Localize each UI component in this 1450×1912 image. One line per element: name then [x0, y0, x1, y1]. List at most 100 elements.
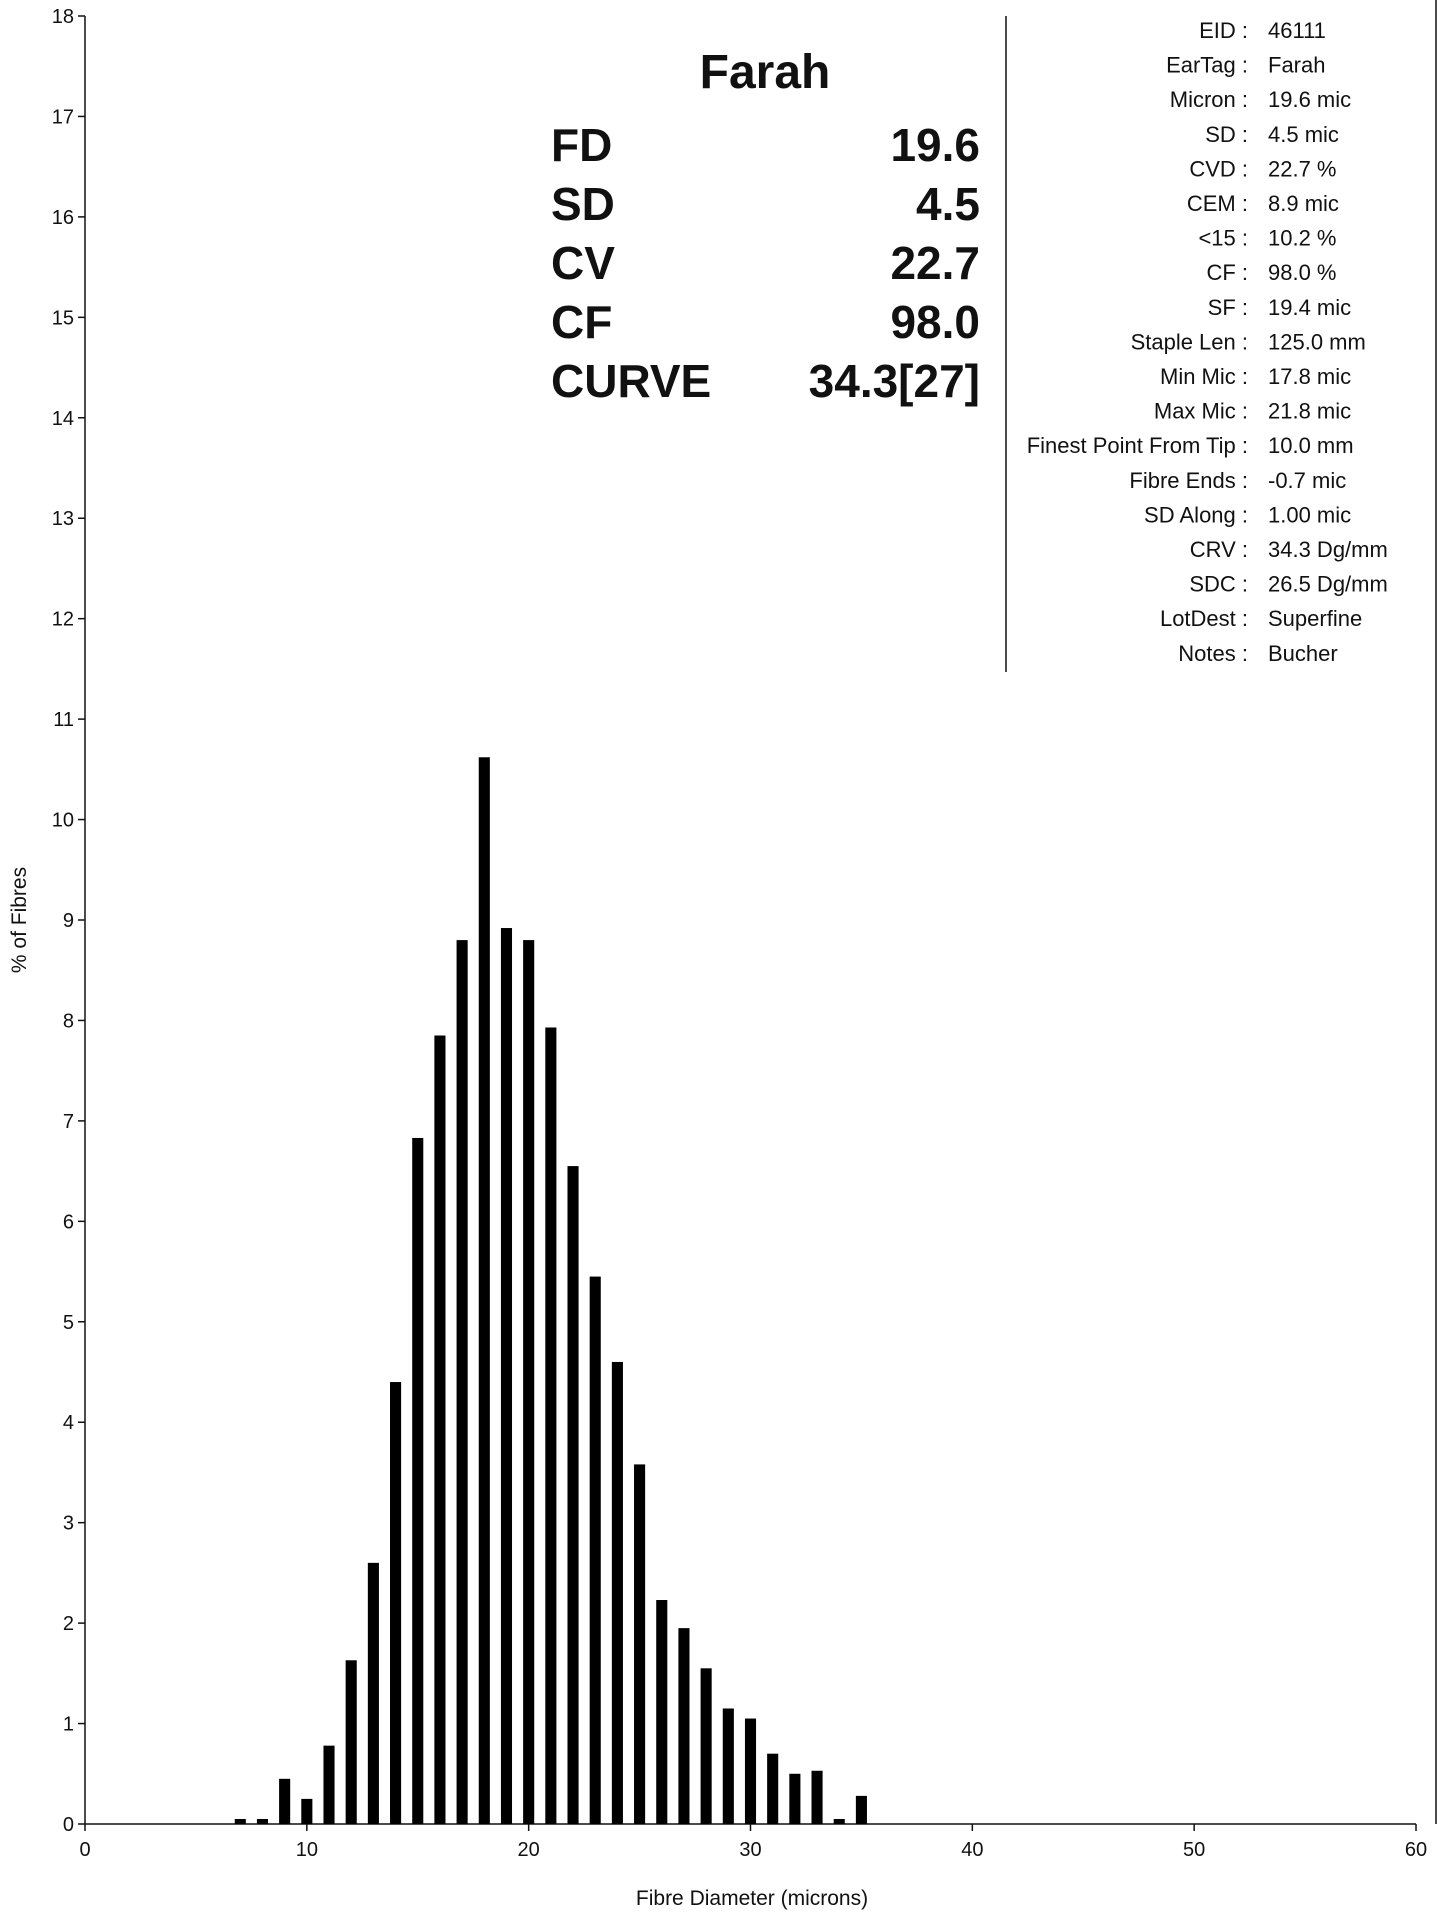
info-value: Bucher [1268, 641, 1338, 666]
info-value: 34.3 Dg/mm [1268, 537, 1388, 562]
histogram-bar [545, 1027, 557, 1824]
info-label: Max Mic : [1154, 399, 1248, 424]
info-label: CRV : [1190, 537, 1248, 562]
info-label: EID : [1199, 18, 1248, 43]
x-tick-label: 60 [1405, 1839, 1427, 1861]
histogram-bar [390, 1382, 402, 1824]
info-value: 98.0 % [1268, 260, 1337, 285]
info-value: 22.7 % [1268, 156, 1337, 181]
y-tick-label: 9 [63, 910, 74, 932]
info-label: Fibre Ends : [1129, 468, 1248, 493]
y-tick-label: 4 [63, 1412, 74, 1434]
info-label: Notes : [1178, 641, 1248, 666]
histogram-bar [234, 1818, 246, 1824]
y-tick-label: 10 [52, 810, 74, 832]
histogram-bar [634, 1464, 646, 1824]
info-label: SDC : [1189, 572, 1248, 597]
x-tick-label: 0 [79, 1839, 90, 1861]
y-tick-label: 3 [63, 1513, 74, 1535]
x-tick-label: 20 [518, 1839, 540, 1861]
info-label: CVD : [1189, 156, 1248, 181]
info-value: 8.9 mic [1268, 191, 1339, 216]
histogram-bar [700, 1668, 712, 1824]
info-label: Finest Point From Tip : [1027, 433, 1248, 458]
info-value: Superfine [1268, 606, 1362, 631]
y-tick-label: 8 [63, 1010, 74, 1032]
x-tick-label: 40 [961, 1839, 983, 1861]
y-tick-label: 12 [52, 609, 74, 631]
y-tick-label: 18 [52, 6, 74, 28]
histogram-bar [611, 1361, 623, 1824]
histogram-bar [678, 1628, 690, 1824]
histogram-bar [656, 1600, 668, 1824]
histogram-bar [855, 1795, 867, 1824]
y-tick-label: 5 [63, 1312, 74, 1334]
histogram-bar [412, 1137, 424, 1824]
x-tick-label: 50 [1183, 1839, 1205, 1861]
x-tick-label: 10 [296, 1839, 318, 1861]
info-value: 10.2 % [1268, 226, 1337, 251]
summary-stat-value: 22.7 [890, 237, 980, 289]
summary-stat-value: 4.5 [916, 178, 980, 230]
info-label: <15 : [1198, 226, 1248, 251]
summary-stat-label: CF [551, 296, 612, 348]
info-label: CEM : [1187, 191, 1248, 216]
bars [234, 757, 867, 1824]
y-tick-label: 1 [63, 1714, 74, 1736]
info-value: 21.8 mic [1268, 399, 1351, 424]
summary-stat-label: CURVE [551, 355, 711, 407]
histogram-bar [833, 1818, 845, 1824]
histogram-bar [523, 940, 535, 1824]
y-tick-label: 11 [53, 709, 74, 731]
info-value: 1.00 mic [1268, 502, 1351, 527]
sample-name: Farah [700, 46, 831, 99]
y-axis-title: % of Fibres [8, 867, 31, 973]
info-label: SD : [1205, 122, 1248, 147]
info-label: CF : [1206, 260, 1248, 285]
info-label: LotDest : [1160, 606, 1248, 631]
summary-stat-label: FD [551, 119, 612, 171]
y-tick-label: 14 [52, 408, 74, 430]
summary-stat-label: SD [551, 178, 615, 230]
histogram-bar [256, 1818, 269, 1824]
info-value: Farah [1268, 53, 1325, 78]
histogram-bar [767, 1753, 779, 1824]
x-axis-title: Fibre Diameter (microns) [636, 1887, 868, 1910]
histogram-bar [789, 1773, 801, 1824]
info-label: Micron : [1170, 87, 1248, 112]
y-tick-label: 2 [63, 1613, 74, 1635]
info-value: -0.7 mic [1268, 468, 1346, 493]
y-tick-label: 17 [52, 106, 74, 128]
info-value: 26.5 Dg/mm [1268, 572, 1388, 597]
histogram-bar [500, 928, 513, 1824]
info-value: 19.6 mic [1268, 87, 1351, 112]
histogram-bar [279, 1778, 291, 1824]
info-panel: EID : 46111 EarTag : Farah Micron : 19.6 mic S… [1027, 18, 1388, 666]
summary-panel: Farah FD 19.6 SD 4.5 CV 22.7 CF 98.0 CURVE 34.3[2… [551, 46, 980, 407]
info-label: Staple Len : [1131, 329, 1248, 354]
histogram-bar [478, 757, 490, 1824]
y-tick-label: 13 [52, 508, 74, 530]
histogram-bar [367, 1562, 379, 1824]
info-value: 125.0 mm [1268, 329, 1366, 354]
summary-stat-value: 34.3[27] [809, 355, 980, 407]
summary-stat-label: CV [551, 237, 615, 289]
info-value: 4.5 mic [1268, 122, 1339, 147]
info-label: EarTag : [1166, 53, 1248, 78]
histogram-bar [434, 1035, 446, 1824]
histogram-bar [323, 1745, 335, 1824]
summary-stat-value: 98.0 [890, 296, 980, 348]
histogram-bar [301, 1798, 313, 1824]
info-value: 19.4 mic [1268, 295, 1351, 320]
info-value: 46111 [1268, 18, 1326, 43]
histogram-bar [722, 1708, 734, 1824]
info-value: 17.8 mic [1268, 364, 1351, 389]
info-label: SF : [1208, 295, 1248, 320]
y-tick-label: 15 [52, 307, 74, 329]
x-tick-label: 30 [739, 1839, 761, 1861]
histogram-bar [744, 1718, 757, 1824]
histogram-bar [456, 940, 468, 1824]
y-tick-label: 16 [52, 207, 74, 229]
